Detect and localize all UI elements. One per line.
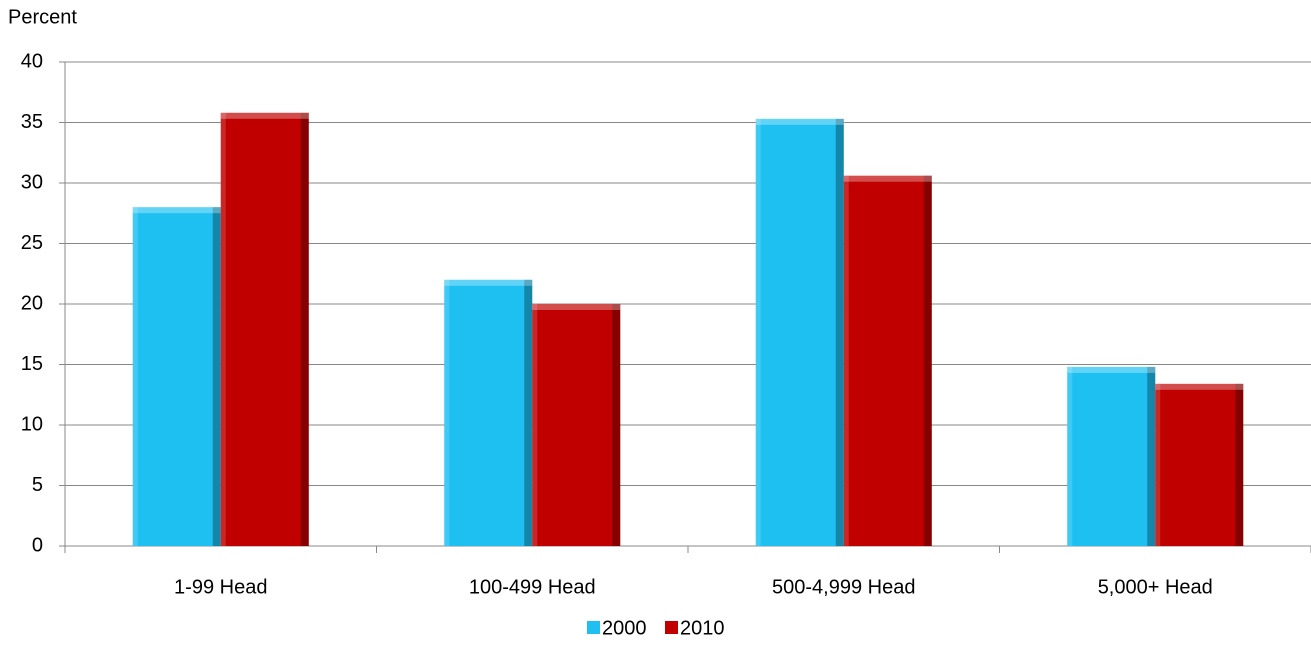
- legend-label: 2000: [602, 617, 647, 639]
- bar-highlight: [132, 207, 138, 546]
- bar-highlight: [532, 304, 538, 546]
- bar: [843, 175, 932, 547]
- y-tick-label: 10: [21, 413, 43, 435]
- bar-top: [220, 112, 309, 119]
- bar-shade: [835, 118, 844, 547]
- legend-swatch: [587, 621, 600, 634]
- bar-shade: [923, 175, 932, 547]
- bar: [220, 112, 309, 546]
- bar-top: [532, 304, 621, 310]
- bar-top: [1155, 383, 1244, 390]
- bar: [444, 279, 533, 546]
- bar-shade: [612, 304, 621, 546]
- bar-shade: [300, 112, 309, 546]
- bar-highlight: [220, 112, 226, 546]
- y-tick-label: 20: [21, 292, 43, 314]
- bar-top: [1067, 366, 1156, 373]
- bar: [1155, 383, 1244, 546]
- bar-highlight: [843, 175, 849, 547]
- bar-highlight: [1067, 366, 1073, 546]
- bar-shade: [1235, 383, 1244, 546]
- y-tick-label: 5: [32, 474, 43, 496]
- x-tick-label: 5,000+ Head: [1098, 576, 1213, 598]
- bar: [532, 304, 621, 546]
- bar: [1067, 366, 1156, 546]
- x-tick-label: 100-499 Head: [469, 576, 596, 598]
- x-tick-label: 1-99 Head: [174, 576, 267, 598]
- bar-highlight: [1155, 383, 1161, 546]
- y-tick-label: 15: [21, 353, 43, 375]
- bar-top: [132, 207, 221, 214]
- y-tick-label: 25: [21, 232, 43, 254]
- bar-shade: [524, 279, 533, 546]
- bar-top: [755, 118, 844, 125]
- bar: [755, 118, 844, 547]
- bar-top: [444, 279, 533, 286]
- bar-shade: [212, 207, 221, 546]
- x-tick-label: 500-4,999 Head: [772, 576, 915, 598]
- y-tick-label: 0: [32, 534, 43, 556]
- bar-highlight: [755, 118, 761, 547]
- bar-highlight: [444, 279, 450, 546]
- bar-top: [843, 175, 932, 182]
- y-axis-label: Percent: [8, 6, 77, 28]
- y-tick-label: 35: [21, 111, 43, 133]
- legend-swatch: [665, 621, 678, 634]
- bar: [132, 207, 221, 546]
- legend-label: 2010: [680, 617, 725, 639]
- y-tick-label: 40: [21, 50, 43, 72]
- bar-shade: [1147, 366, 1156, 546]
- y-tick-label: 30: [21, 171, 43, 193]
